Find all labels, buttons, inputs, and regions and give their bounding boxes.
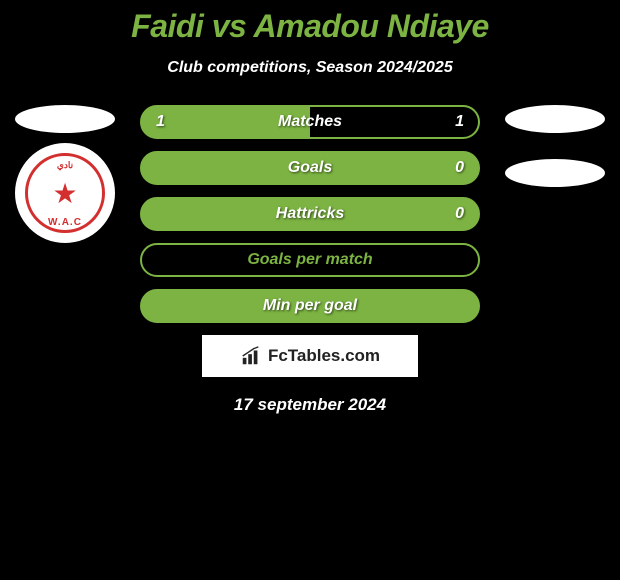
stat-row: Hattricks 0 bbox=[140, 197, 480, 231]
stat-row: Goals per match bbox=[140, 243, 480, 277]
chart-icon bbox=[240, 345, 262, 367]
club-abbrev: W.A.C bbox=[48, 217, 82, 228]
player-flag-right bbox=[505, 105, 605, 133]
stat-label: Goals per match bbox=[247, 251, 372, 269]
stat-value-right: 0 bbox=[444, 159, 464, 177]
right-player-badges bbox=[500, 105, 610, 187]
snapshot-date: 17 september 2024 bbox=[0, 395, 620, 415]
brand-text: FcTables.com bbox=[268, 346, 380, 366]
stat-label: Matches bbox=[278, 113, 342, 131]
club-star-icon: ★ bbox=[52, 177, 77, 210]
stat-label: Min per goal bbox=[263, 297, 357, 315]
stat-value-left: 1 bbox=[156, 113, 176, 131]
club-badge-inner: نادي ★ W.A.C bbox=[25, 153, 105, 233]
stat-label: Hattricks bbox=[276, 205, 344, 223]
stat-row: Goals 0 bbox=[140, 151, 480, 185]
stat-label: Goals bbox=[288, 159, 332, 177]
player-flag-left bbox=[15, 105, 115, 133]
club-badge-left: نادي ★ W.A.C bbox=[15, 143, 115, 243]
stat-row: Min per goal bbox=[140, 289, 480, 323]
brand-badge[interactable]: FcTables.com bbox=[202, 335, 418, 377]
stat-value-right: 1 bbox=[444, 113, 464, 131]
club-arabic-text: نادي bbox=[57, 160, 73, 171]
stats-table: 1 Matches 1 Goals 0 Hattricks 0 Goals per match… bbox=[140, 105, 480, 323]
season-subtitle: Club competitions, Season 2024/2025 bbox=[0, 59, 620, 77]
stat-value-right: 0 bbox=[444, 205, 464, 223]
left-player-badges: نادي ★ W.A.C bbox=[10, 105, 120, 243]
club-badge-right bbox=[505, 159, 605, 187]
comparison-content: نادي ★ W.A.C 1Matches1Goals0Hattricks0Go… bbox=[0, 105, 620, 415]
comparison-title: Faidi vs Amadou Ndiaye bbox=[0, 0, 620, 45]
stat-row: 1 Matches 1 bbox=[140, 105, 480, 139]
